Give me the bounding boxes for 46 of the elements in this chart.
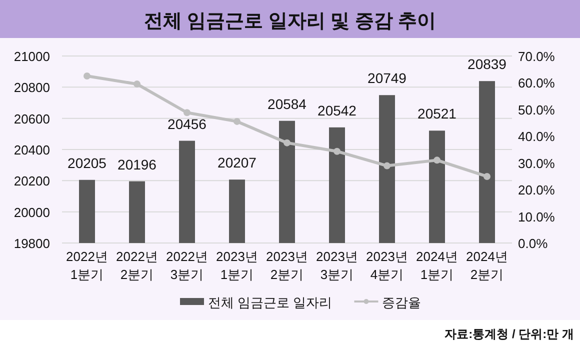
data-label: 20207: [218, 154, 257, 171]
y2-tick-label: 30.0%: [518, 156, 556, 171]
point: [84, 72, 90, 80]
x-tick-label: 2023년 1분기: [216, 249, 258, 282]
x-tick-label: 2022년 3분기: [166, 249, 208, 282]
point: [484, 172, 490, 180]
legend-label: 전체 임금근로 일자리: [208, 295, 332, 310]
data-label: 20205: [68, 154, 107, 171]
point: [284, 139, 290, 146]
x-tick-label: 2023년 4분기: [366, 249, 408, 282]
y2-tick-label: 10.0%: [518, 209, 556, 224]
y-tick-label: 19800: [14, 236, 50, 251]
data-label: 20521: [418, 106, 457, 122]
x-tick-label: 2023년 2분기: [266, 249, 308, 282]
y2-tick-label: 20.0%: [518, 182, 556, 198]
data-label: 20584: [268, 96, 307, 112]
x-tick-label: 2022년 1분기: [66, 249, 108, 282]
point: [434, 156, 440, 164]
y-tick-label: 20400: [14, 142, 50, 158]
y2-tick-label: 40.0%: [518, 129, 556, 144]
y2-tick-label: 0.0%: [518, 236, 548, 251]
y2-tick-label: 70.0%: [518, 49, 556, 64]
x-tick-label: 2023년 3분기: [316, 249, 358, 282]
data-label: 20196: [118, 156, 157, 172]
y2-tick-label: 60.0%: [518, 76, 556, 91]
data-label: 20749: [368, 70, 407, 86]
y-tick-label: 21000: [14, 49, 50, 64]
y-tick-label: 20000: [14, 204, 50, 220]
point: [234, 118, 240, 125]
y-tick-label: 20200: [14, 174, 50, 189]
point: [384, 162, 390, 170]
y-tick-label: 20800: [14, 80, 50, 96]
point: [134, 80, 140, 88]
x-tick-label: 2024년 2분기: [466, 249, 508, 282]
y2-tick-label: 50.0%: [518, 102, 556, 118]
data-label: 20542: [318, 102, 357, 118]
data-label: 20456: [168, 116, 207, 132]
point: [184, 109, 190, 116]
chart-title: 전체 임금근로 일자리 및 증감 추이: [144, 11, 436, 32]
y-tick-label: 20600: [14, 111, 50, 126]
point: [334, 148, 340, 155]
data-label: 20839: [468, 56, 507, 72]
x-tick-label: 2022년 2분기: [116, 249, 158, 282]
legend-label: 증감율: [382, 295, 422, 310]
x-tick-label: 2024년 1분기: [416, 249, 458, 282]
text: 자료:통계청 / 단위:만 개: [444, 327, 574, 341]
